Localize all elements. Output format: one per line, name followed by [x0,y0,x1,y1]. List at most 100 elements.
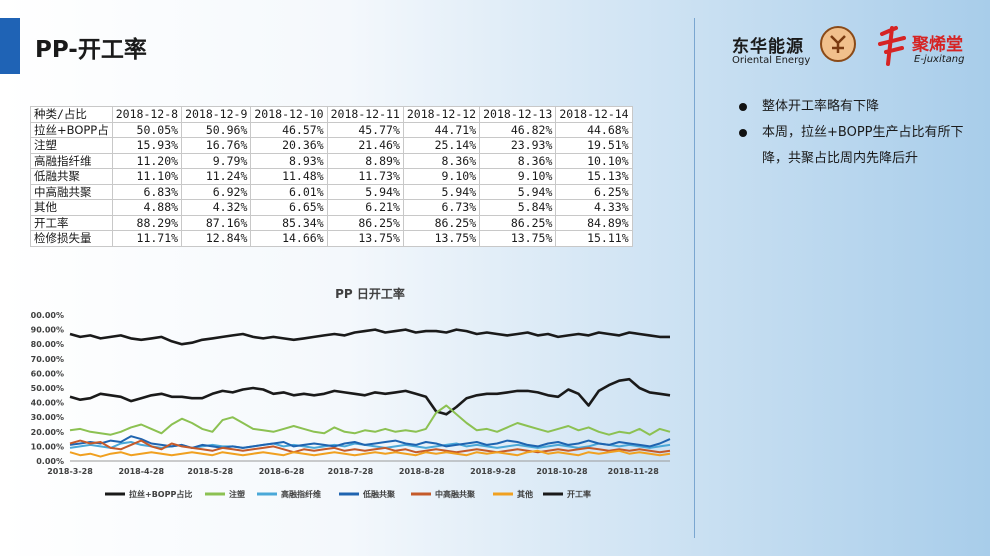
table-cell: 87.16% [181,214,252,231]
logo2-en: E-juxitang [914,54,965,65]
table-row: 中高融共聚 6.83% 6.92% 6.01% 5.94% 5.94% 5.94% 6.25% [30,183,633,200]
table-cell: 15.93% [111,137,183,154]
table-row: 注塑 15.93% 16.76% 20.36% 21.46% 25.14% 23.93% 19… [30,137,633,154]
table-cell: 88.29% [111,214,183,231]
table-cell: 9.79% [181,152,252,169]
legend-label: 注塑 [229,489,245,499]
juxitang-mark-icon [876,24,910,68]
page-title: PP-开工率 [35,37,147,63]
table-cell: 86.25% [402,214,481,231]
bullet-dot-icon [739,129,747,137]
y-tick-label: 100.00% [30,311,64,320]
juxitang-logo: 聚烯堂 E-juxitang [876,24,976,68]
x-tick-label: 2018-6-28 [259,467,305,476]
series-line [69,404,671,436]
series-line [69,439,671,454]
table-row-label: 开工率 [30,214,113,231]
table-cell: 84.89% [555,214,633,231]
table-cell: 9.10% [479,168,557,185]
table-cell: 11.20% [111,152,183,169]
table-cell: 5.84% [479,199,557,216]
table-cell: 11.10% [111,168,183,185]
table-row: 拉丝+BOPP占 50.05% 50.96% 46.57% 45.77% 44.71% 46… [30,121,633,138]
table-cell: 13.75% [479,230,557,247]
table-cell: 46.82% [479,121,557,138]
table-cell: 45.77% [326,121,404,138]
oriental-energy-logo: 东华能源 Oriental Energy [732,26,862,72]
vertical-divider [694,18,695,538]
operating-rate-chart: PP 日开工率 0.00% 10.00% 20.00% 30.00% 40.00% 50.0… [30,286,671,499]
bullet-item: 本周，拉丝+BOPP生产占比有所下降，共聚占比周内先降后升 [736,120,976,172]
table-cell: 21.46% [326,137,404,154]
y-tick-label: 70.00% [31,355,64,364]
table-header-cell: 2018-12-12 [402,106,481,123]
y-tick-label: 80.00% [31,340,64,349]
legend-label: 低融共聚 [362,489,396,499]
y-tick-label: 0.00% [36,457,64,466]
table-cell: 46.57% [250,121,328,138]
table-cell: 8.36% [402,152,481,169]
table-cell: 6.73% [402,199,481,216]
table-cell: 19.51% [555,137,633,154]
table-cell: 16.76% [181,137,252,154]
legend-label: 其他 [517,489,533,499]
table-cell: 6.83% [111,183,183,200]
x-tick-label: 2018-3-28 [47,467,93,476]
legend-label: 开工率 [567,489,591,499]
seal-logo-icon [820,26,856,62]
table-cell: 6.92% [181,183,252,200]
table-cell: 20.36% [250,137,328,154]
summary-bullets: 整体开工率略有下降 本周，拉丝+BOPP生产占比有所下降，共聚占比周内先降后升 [736,94,976,172]
series-line [69,435,671,449]
table-cell: 14.66% [250,230,328,247]
table-row-label: 中高融共聚 [30,183,113,200]
y-tick-label: 40.00% [31,399,64,408]
table-cell: 5.94% [326,183,404,200]
table-cell: 25.14% [402,137,481,154]
table-cell: 11.48% [250,168,328,185]
table-cell: 4.32% [181,199,252,216]
table-cell: 11.73% [326,168,404,185]
bullet-text: 本周，拉丝+BOPP生产占比有所下降，共聚占比周内先降后升 [762,125,964,166]
x-tick-label: 2018-7-28 [328,467,374,476]
table-row-label: 拉丝+BOPP占 [30,121,113,138]
bullet-text: 整体开工率略有下降 [762,99,880,114]
table-row-label: 检修损失量 [30,230,113,247]
table-row: 高融指纤维 11.20% 9.79% 8.93% 8.89% 8.36% 8.36% 10.1… [30,152,633,169]
y-tick-label: 10.00% [31,442,64,451]
x-tick-label: 2018-8-28 [399,467,445,476]
table-row-label: 注塑 [30,137,113,154]
table-cell: 13.75% [326,230,404,247]
y-tick-label: 50.00% [31,384,64,393]
table-cell: 44.68% [555,121,633,138]
table-header-cell: 种类/占比 [30,106,113,123]
bullet-dot-icon [739,103,747,111]
y-tick-label: 20.00% [31,428,64,437]
table-cell: 15.13% [555,168,633,185]
logo1-en: Oriental Energy [732,55,811,66]
table-cell: 23.93% [479,137,557,154]
x-tick-label: 2018-5-28 [187,467,233,476]
series-line [69,377,671,416]
table-cell: 86.25% [479,214,557,231]
legend-label: 高融指纤维 [281,489,321,499]
y-tick-label: 30.00% [31,413,64,422]
x-tick-label: 2018-11-28 [608,467,660,476]
logo2-cn: 聚烯堂 [912,35,963,55]
series-line [69,328,670,346]
table-cell: 5.94% [402,183,481,200]
logo1-cn: 东华能源 [732,37,804,57]
table-cell: 11.24% [181,168,252,185]
bullet-item: 整体开工率略有下降 [736,94,976,120]
table-header-cell: 2018-12-8 [111,106,183,123]
series-line [69,449,671,458]
table-header-cell: 2018-12-11 [326,106,404,123]
table-cell: 6.21% [326,199,404,216]
chart-title: PP 日开工率 [335,286,405,301]
table-cell: 50.05% [111,121,183,138]
y-tick-label: 90.00% [31,326,64,335]
x-tick-label: 2018-10-28 [536,467,588,476]
table-row: 检修损失量 11.71% 12.84% 14.66% 13.75% 13.75% 13.75… [30,230,633,247]
table-cell: 85.34% [250,214,328,231]
table-row-label: 其他 [30,199,113,216]
